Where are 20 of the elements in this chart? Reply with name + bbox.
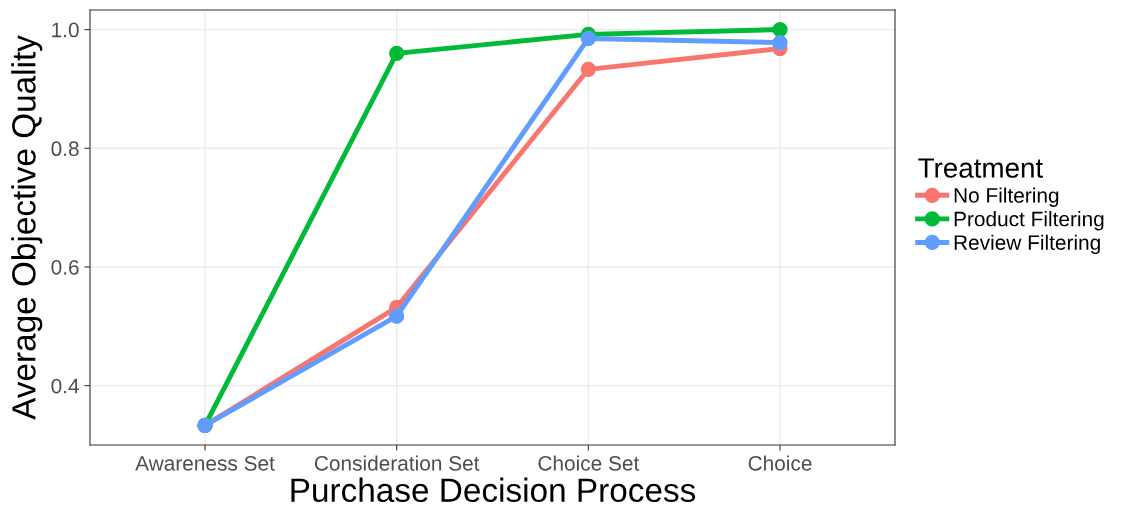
point [580, 30, 596, 47]
x-tick-label: Consideration Set [314, 455, 480, 471]
point [580, 61, 596, 77]
legend-label: No Filtering [954, 187, 1059, 207]
x-tick-label: Awareness Set [135, 455, 275, 471]
legend-label: Review Filtering [954, 234, 1100, 255]
x-tick-label: Choice [748, 455, 812, 471]
y-tick-label: 0.8 [51, 141, 79, 157]
point [772, 21, 788, 38]
point [389, 45, 405, 61]
y-tick-label: 1.0 [52, 22, 79, 38]
legend-title: Treatment [918, 158, 1043, 178]
x-tick-label: Choice Set [538, 455, 640, 471]
point [389, 308, 405, 324]
legend-label: Product Filtering [954, 211, 1104, 231]
point [772, 35, 788, 51]
x-axis-title: Purchase Decision Process [291, 477, 696, 503]
y-tick-label: 0.6 [51, 259, 79, 275]
y-tick-label: 0.4 [51, 378, 79, 394]
y-axis-title: Average Objective Quality [11, 35, 43, 420]
